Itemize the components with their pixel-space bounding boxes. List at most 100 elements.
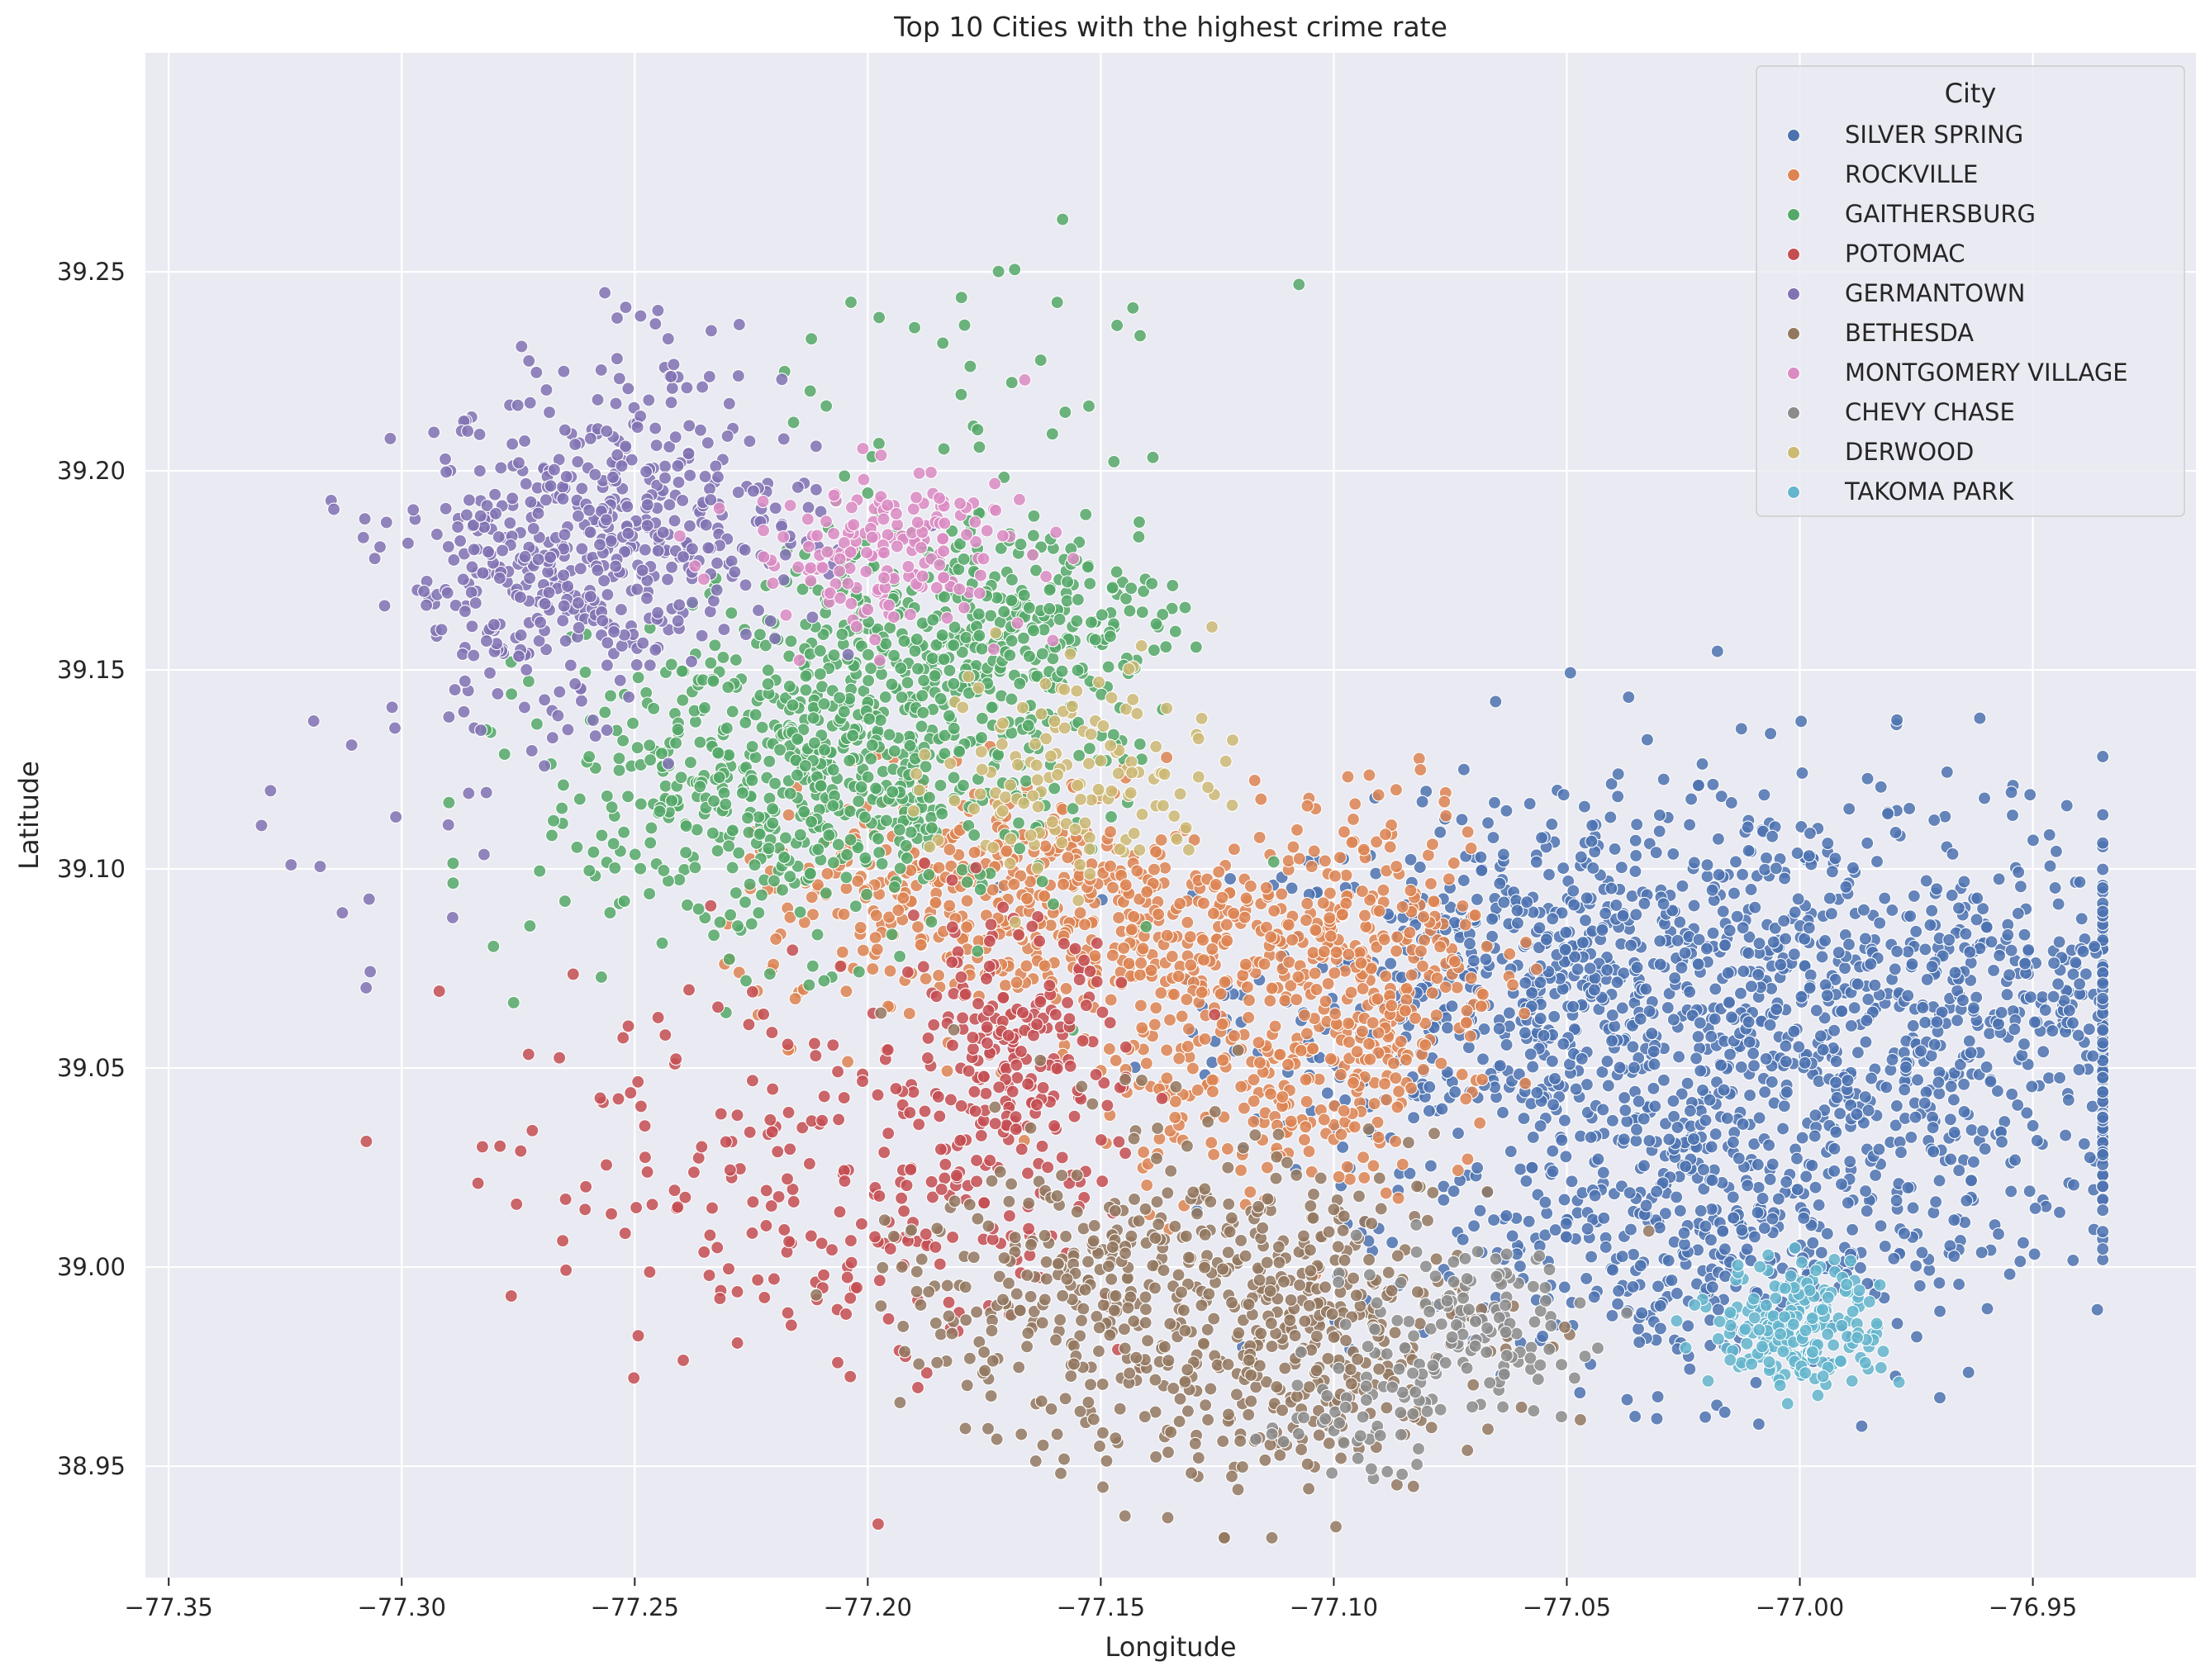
data-point (1751, 1206, 1765, 1220)
data-point (1795, 1131, 1809, 1145)
data-point (430, 527, 444, 541)
data-point (1019, 959, 1034, 973)
data-point (1149, 617, 1163, 631)
data-point (697, 700, 712, 714)
data-point (1503, 947, 1517, 961)
data-point (1861, 771, 1875, 785)
data-point (1828, 852, 1842, 866)
data-point (1947, 1126, 1961, 1140)
data-point (960, 875, 974, 890)
data-point (1267, 904, 1281, 918)
data-point (1615, 1250, 1629, 1264)
data-point (782, 1105, 796, 1119)
data-point (783, 786, 797, 800)
data-point (2043, 859, 2057, 873)
data-point (1994, 1135, 2009, 1149)
data-point (724, 908, 738, 922)
data-point (1178, 600, 1192, 615)
data-point (578, 1203, 592, 1217)
data-point (658, 1028, 673, 1042)
data-point (1869, 1168, 1883, 1182)
data-point (1107, 454, 1121, 468)
data-point (1095, 1175, 1110, 1189)
data-point (476, 566, 490, 580)
data-point (1718, 938, 1732, 952)
data-point (1122, 956, 1136, 971)
data-point (958, 987, 972, 1001)
data-point (611, 448, 625, 462)
data-point (1059, 981, 1073, 995)
data-point (1000, 844, 1014, 858)
data-point (1357, 909, 1372, 923)
data-point (1673, 915, 1687, 929)
data-point (622, 690, 636, 704)
data-point (1737, 964, 1751, 979)
data-point (895, 1191, 909, 1205)
data-point (1629, 908, 1643, 922)
data-point (1734, 1060, 1748, 1074)
data-point (1780, 1175, 1794, 1189)
data-point (766, 816, 780, 830)
data-point (904, 1163, 918, 1177)
data-point (544, 550, 558, 564)
data-point (1506, 978, 1520, 992)
data-point (781, 1037, 795, 1051)
data-point (1435, 1102, 1449, 1116)
data-point (970, 1153, 984, 1168)
data-point (1662, 1132, 1676, 1146)
data-point (1523, 1047, 1537, 1061)
data-point (916, 960, 930, 974)
data-point (668, 1184, 682, 1198)
data-point (958, 318, 972, 332)
data-point (1286, 840, 1300, 854)
data-point (1341, 770, 1355, 784)
data-point (1395, 899, 1409, 914)
data-point (784, 1318, 798, 1332)
data-point (1868, 978, 1882, 992)
data-point (1585, 819, 1599, 833)
data-point (1425, 986, 1439, 1000)
data-point (530, 365, 544, 379)
data-point (1101, 660, 1115, 674)
data-point (730, 1108, 744, 1122)
data-point (446, 857, 460, 871)
data-point (1316, 896, 1330, 910)
data-point (1887, 1251, 1901, 1265)
data-point (798, 759, 812, 773)
data-point (1068, 942, 1082, 956)
data-point (910, 662, 925, 676)
data-point (1127, 909, 1141, 923)
data-point (903, 738, 917, 752)
data-point (514, 1144, 528, 1158)
data-point (719, 1135, 733, 1149)
data-point (561, 723, 575, 737)
data-point (1973, 711, 1987, 725)
data-point (1595, 1065, 1609, 1080)
data-point (545, 731, 559, 745)
data-point (984, 918, 998, 932)
data-point (1612, 1284, 1626, 1298)
data-point (575, 542, 589, 556)
data-point (1300, 897, 1314, 911)
data-point (885, 928, 899, 942)
data-point (2096, 1070, 2110, 1084)
data-point (1705, 1280, 1719, 1294)
data-point (1966, 1155, 1980, 1169)
data-point (1559, 1217, 1573, 1231)
data-point (457, 705, 471, 719)
data-point (1905, 957, 1919, 971)
data-point (533, 864, 547, 878)
data-point (1022, 1222, 1036, 1236)
data-point (1252, 830, 1267, 844)
data-point (1802, 849, 1816, 863)
data-point (722, 952, 736, 966)
data-point (1694, 1064, 1708, 1078)
data-point (1591, 1152, 1605, 1166)
data-point (1346, 812, 1361, 826)
data-point (1181, 1039, 1195, 1054)
data-point (1600, 963, 1614, 977)
data-point (2046, 989, 2060, 1004)
data-point (1751, 1417, 1766, 1431)
data-point (1945, 888, 1959, 903)
data-point (1181, 1022, 1195, 1036)
